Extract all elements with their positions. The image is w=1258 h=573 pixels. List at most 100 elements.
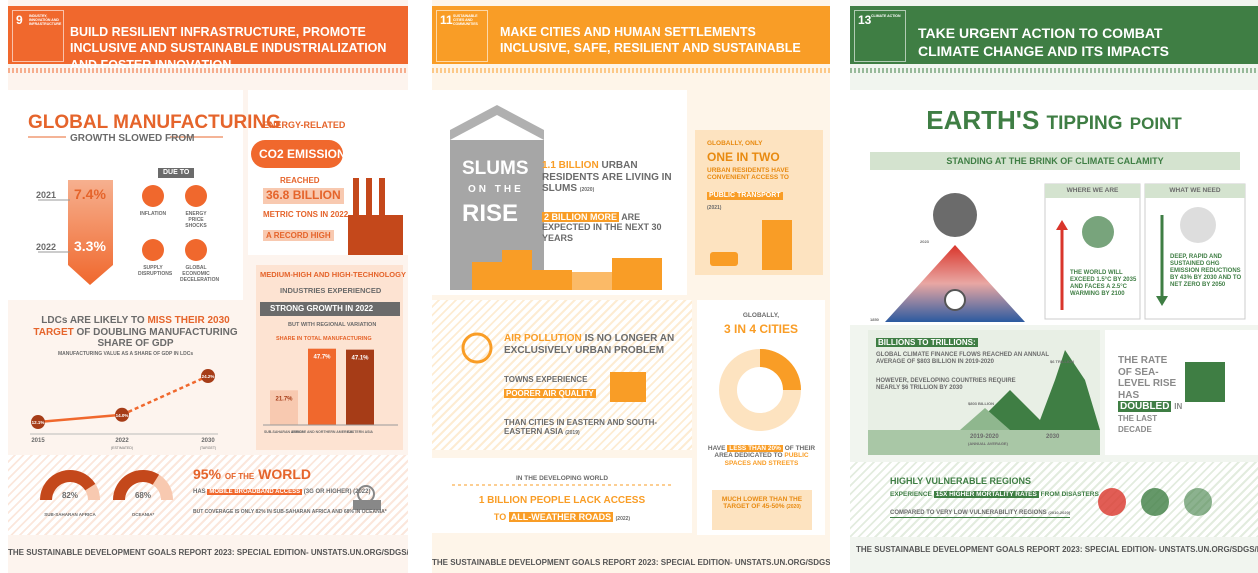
panel-climate: 13 CLIMATE ACTION TAKE URGENT ACTION TO …: [850, 0, 1258, 573]
goal-name: CLIMATE ACTION: [871, 14, 901, 18]
text: REACHED: [280, 176, 320, 185]
text: THE WORLD WILL EXCEED 1.5°C BY 2035 AND …: [1070, 270, 1137, 297]
town-icon: [610, 372, 646, 402]
title: GLOBAL MANUFACTURING: [28, 112, 281, 133]
air-than: THAN CITIES IN EASTERN AND SOUTH-EASTERN…: [504, 418, 674, 437]
highlight: BILLIONS TO TRILLIONS:: [876, 338, 978, 348]
panel-cities: 11 SUSTAINABLE CITIES AND COMMUNITIES MA…: [432, 0, 830, 573]
gauge-value: [40, 470, 96, 501]
text: MEDIUM-HIGH AND HIGH-TECHNOLOGY: [260, 270, 406, 279]
text: TO: [493, 512, 507, 522]
kicker: IN THE DEVELOPING WORLD: [515, 475, 609, 482]
box-header: [1145, 184, 1245, 198]
value-label: 21.7%: [275, 396, 293, 402]
banner: [260, 302, 400, 316]
text: BUT COVERAGE IS ONLY 82% IN SUB-SAHARAN …: [193, 509, 387, 515]
text: OF THEIR AREA DEDICATED TO: [714, 445, 816, 460]
text: THE RATE OF SEA-LEVEL RISE HAS: [1118, 355, 1177, 401]
banner-text: STANDING AT THE BRINK OF CLIMATE CALAMIT…: [946, 156, 1164, 166]
text: MUCH LOWER THAN THE TARGET OF 45-50%: [721, 496, 803, 511]
tipping-title: EARTH'S TIPPING POINT: [850, 105, 1258, 136]
slums-more: 2 BILLION MORE ARE EXPECTED IN THE NEXT …: [542, 212, 677, 243]
slums-stat: 1.1 BILLION URBAN RESIDENTS ARE LIVING I…: [542, 160, 677, 195]
year: 1850: [870, 317, 879, 322]
headline: 3 IN 4 CITIES: [723, 322, 799, 336]
bus-icon: [710, 252, 738, 266]
text: OF THE: [224, 472, 255, 481]
section: [712, 490, 812, 530]
text: METRIC TONS IN 2022: [263, 210, 349, 219]
broadband-headline: 95% OF THE WORLD: [193, 466, 311, 482]
text: IS NO LONGER AN EXCLUSIVELY URBAN PROBLE…: [504, 333, 675, 356]
goal-number: 11: [440, 13, 453, 27]
icon: [142, 185, 164, 207]
highlight: AIR POLLUTION: [504, 333, 582, 344]
x-note: (ANNUAL AVERAGE): [968, 441, 1008, 446]
cause: ENERGY PRICE SHOCKS: [185, 211, 207, 229]
highlight: PUBLIC TRANSPORT: [707, 192, 783, 201]
text: URBAN RESIDENTS ARE LIVING IN SLUMS: [542, 160, 672, 194]
text: DEEP, RAPID AND SUSTAINED GHG EMISSION R…: [1170, 254, 1242, 288]
category-label: SUB-SAHARAN AFRICA: [264, 430, 305, 434]
decline-arrow: [68, 180, 113, 285]
graphics: [868, 152, 1246, 516]
cause: INFLATION: [139, 211, 167, 217]
header-text: TAKE URGENT ACTION TO COMBAT CLIMATE CHA…: [918, 25, 1169, 60]
text: (2010-2020): [1048, 510, 1071, 515]
goal-name: INDUSTRY, INNOVATION AND INFRASTRUCTURE: [29, 14, 62, 26]
stripe: [432, 68, 830, 73]
text: BUT WITH REGIONAL VARIATION: [288, 322, 377, 328]
arrow-head: [1056, 220, 1068, 230]
subtitle: GROWTH SLOWED FROM: [70, 133, 195, 144]
slums-title: ON THE: [468, 184, 524, 195]
category-label: EUROPE AND NORTHERN AMERICA: [291, 430, 353, 434]
section: [695, 130, 823, 275]
year: 2022: [36, 242, 57, 252]
chart-title: SHARE IN TOTAL MANUFACTURING: [276, 336, 372, 342]
text: (2022): [615, 516, 631, 522]
building-icon: [1185, 362, 1225, 402]
highlight: POORER AIR QUALITY: [504, 389, 596, 399]
text: (3G OR HIGHER) (2022): [303, 489, 371, 495]
bar: [308, 348, 336, 425]
footer: THE SUSTAINABLE DEVELOPMENT GOALS REPORT…: [856, 545, 1258, 554]
router: [353, 500, 381, 510]
highlight: 15X HIGHER MORTALITY RATES: [933, 491, 1039, 498]
x-label: 2019-2020: [970, 434, 999, 440]
text: HAVE: [707, 445, 726, 452]
kicker: GLOBALLY,: [742, 312, 780, 319]
text: IN THE LAST DECADE: [1118, 402, 1183, 434]
x-label: 2022: [115, 438, 129, 444]
mountain: [960, 408, 1010, 430]
amount: 36.8 BILLION: [263, 188, 344, 204]
text: THAN CITIES IN EASTERN AND SOUTH-EASTERN…: [504, 418, 658, 437]
value-label: 24.2%: [202, 374, 215, 379]
text: TIPPING: [1046, 113, 1123, 134]
text: URBAN RESIDENTS HAVE CONVENIENT ACCESS T…: [707, 167, 789, 182]
broadband-line: HAS MOBILE BROADBAND ACCESS (3G OR HIGHE…: [193, 489, 370, 496]
text: ARE EXPECTED IN THE NEXT 30 YEARS: [542, 212, 662, 243]
point: [115, 407, 129, 422]
section: [8, 455, 408, 535]
pill: [251, 140, 343, 168]
value-label: 47.7%: [313, 355, 331, 361]
panel-industry: 9 INDUSTRY, INNOVATION AND INFRASTRUCTUR…: [8, 0, 408, 573]
text: WORLD: [258, 466, 312, 482]
text: HOWEVER, DEVELOPING COUNTRIES REQUIRE NE…: [876, 378, 1016, 391]
goal-number: 9: [16, 13, 23, 27]
icon: [142, 239, 164, 261]
gauge-label: 82%: [62, 491, 78, 500]
bar: [346, 349, 374, 425]
highlight: MOBILE BROADBAND ACCESS: [207, 489, 303, 495]
note: A RECORD HIGH: [263, 230, 334, 242]
box-header: [1045, 184, 1140, 198]
headline: ONE IN TWO: [707, 150, 780, 164]
headline: 1 BILLION PEOPLE LACK ACCESS: [478, 495, 646, 506]
slums-title: SLUMS: [462, 158, 529, 179]
text: 95%: [193, 466, 222, 482]
cause: GLOBAL ECONOMIC DECELERATION: [180, 265, 220, 283]
air-icon: [461, 332, 493, 364]
x-label: 2030: [201, 438, 215, 444]
donut-segment: [759, 349, 801, 391]
highlight: DOUBLED: [1118, 401, 1172, 412]
